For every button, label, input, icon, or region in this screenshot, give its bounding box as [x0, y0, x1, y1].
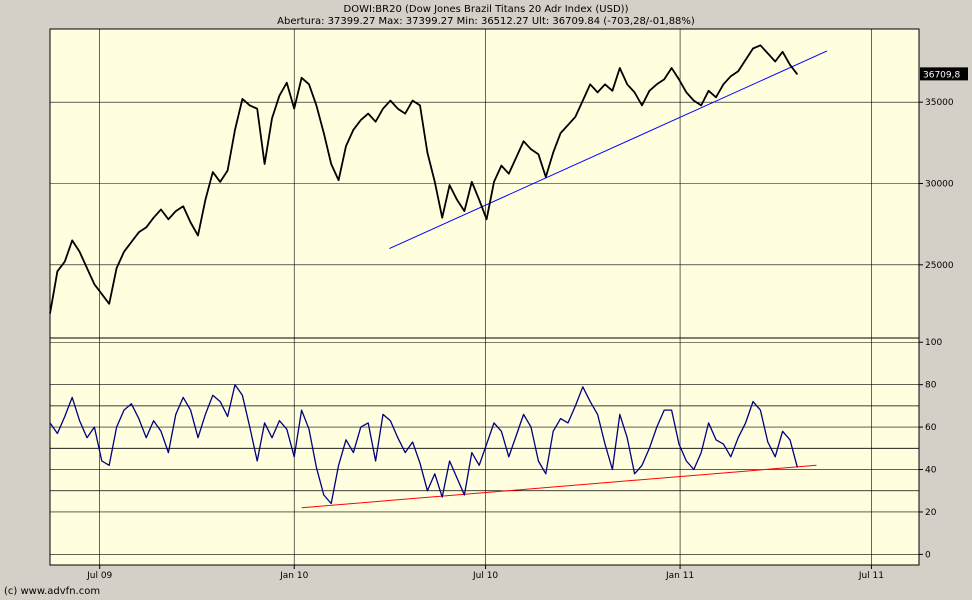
xtick-label-2: Jul 10 — [472, 571, 498, 581]
xtick-label-3: Jan 11 — [665, 571, 694, 581]
price-trendline — [389, 50, 828, 250]
xtick-label-1: Jan 10 — [279, 571, 308, 581]
rsi-ytick-label-2: 40 — [925, 466, 937, 476]
last-value-badge-bg — [920, 67, 968, 81]
price-ytick-label-1: 30000 — [925, 180, 954, 190]
series-layer — [49, 44, 799, 505]
last-value-label: 36709,8 — [923, 70, 960, 80]
axis-layer: 25000 30000 35000 0 20 40 60 80 100 Jul 09 Jan 10 J… — [86, 98, 954, 581]
trend-layer — [301, 50, 828, 509]
chart-title: DOWI:BR20 (Dow Jones Brazil Titans 20 Ad… — [343, 4, 629, 15]
rsi-ytick-label-4: 80 — [925, 381, 937, 391]
rsi-ytick-label-1: 20 — [925, 508, 937, 518]
chart-stats: Abertura: 37399.27 Max: 37399.27 Min: 36… — [277, 16, 695, 27]
xtick-label-4: Jul 11 — [858, 571, 884, 581]
copyright-text: (c) www.advfn.com — [4, 586, 101, 597]
xtick-label-0: Jul 09 — [86, 571, 112, 581]
rsi-ytick-label-5: 100 — [925, 338, 942, 348]
rsi-ytick-label-0: 0 — [925, 550, 931, 560]
price-series-line — [49, 44, 799, 314]
rsi-series-line — [49, 384, 799, 505]
rsi-ytick-label-3: 60 — [925, 423, 937, 433]
price-ytick-label-2: 35000 — [925, 98, 954, 108]
rsi-trendline — [301, 464, 817, 509]
last-value-badge: 36709,8 — [920, 67, 968, 81]
price-ytick-label-0: 25000 — [925, 261, 954, 271]
